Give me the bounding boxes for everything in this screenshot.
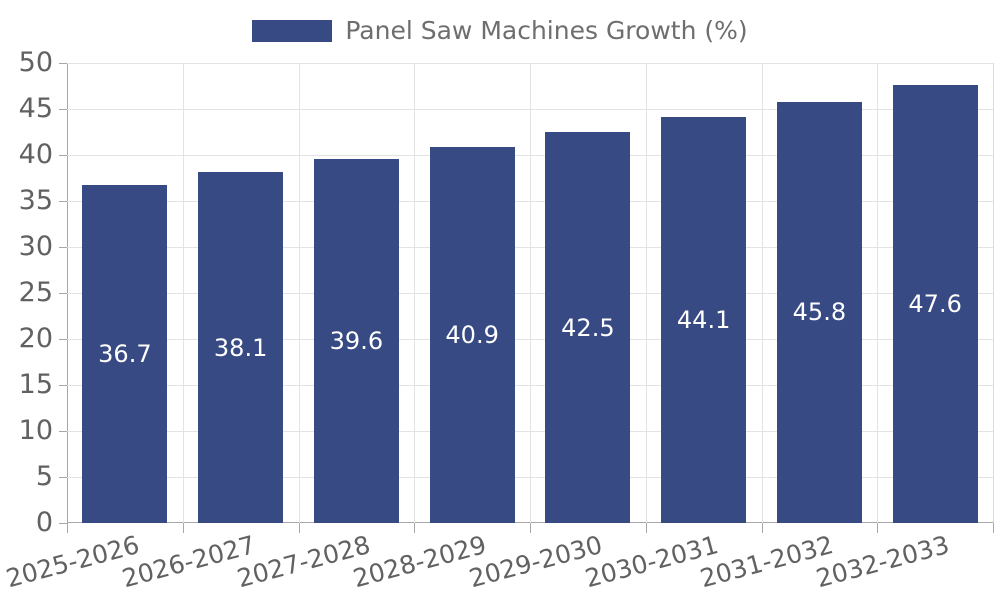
- x-tick-mark: [877, 523, 878, 533]
- plot-right-border: [993, 63, 994, 523]
- bar-value-label: 45.8: [792, 298, 847, 327]
- y-tick-label: 10: [18, 415, 53, 446]
- bar-value-label: 40.9: [445, 320, 499, 349]
- bar[interactable]: 39.6: [313, 158, 399, 523]
- y-tick-mark: [59, 385, 67, 386]
- x-tick-mark: [67, 523, 68, 533]
- x-tick-mark: [299, 523, 300, 533]
- bar[interactable]: 42.5: [545, 132, 631, 523]
- y-tick-label: 50: [18, 47, 53, 78]
- y-tick-label: 5: [35, 461, 53, 492]
- y-tick-mark: [59, 63, 67, 64]
- y-tick-label: 0: [35, 507, 53, 538]
- x-tick-mark: [530, 523, 531, 533]
- y-tick-mark: [59, 155, 67, 156]
- x-tick-mark: [993, 523, 994, 533]
- bar-value-label: 36.7: [98, 340, 152, 369]
- legend[interactable]: Panel Saw Machines Growth (%): [0, 16, 1000, 46]
- y-tick-label: 25: [18, 277, 53, 308]
- y-tick-label: 30: [18, 231, 53, 262]
- v-gridline: [646, 63, 647, 523]
- y-tick-mark: [59, 247, 67, 248]
- legend-label: Panel Saw Machines Growth (%): [345, 16, 748, 45]
- bar-value-label: 42.5: [561, 313, 615, 342]
- y-tick-mark: [59, 293, 67, 294]
- legend-swatch-icon: [252, 20, 333, 42]
- v-gridline: [183, 63, 184, 523]
- bar-value-label: 39.6: [329, 326, 384, 355]
- y-tick-label: 40: [18, 139, 53, 170]
- y-tick-mark: [59, 523, 67, 524]
- bar[interactable]: 40.9: [429, 146, 515, 523]
- bar[interactable]: 36.7: [82, 185, 168, 523]
- bar-value-label: 38.1: [213, 333, 268, 362]
- bar-value-label: 44.1: [676, 306, 731, 335]
- y-tick-label: 35: [18, 185, 53, 216]
- plot-area: 36.7 38.1 39.6 40.9 42.5 44.1 45.8 47.6: [67, 63, 994, 523]
- bar-value-label: 47.6: [908, 290, 962, 319]
- bar[interactable]: 45.8: [776, 101, 862, 523]
- v-gridline: [530, 63, 531, 523]
- v-gridline: [299, 63, 300, 523]
- y-tick-mark: [59, 431, 67, 432]
- v-gridline: [762, 63, 763, 523]
- x-tick-mark: [183, 523, 184, 533]
- y-tick-mark: [59, 109, 67, 110]
- y-tick-label: 20: [18, 323, 53, 354]
- y-tick-mark: [59, 339, 67, 340]
- y-tick-mark: [59, 201, 67, 202]
- y-tick-label: 45: [18, 93, 53, 124]
- x-tick-mark: [762, 523, 763, 533]
- y-tick-label: 15: [18, 369, 53, 400]
- bar[interactable]: 44.1: [661, 117, 747, 523]
- x-tick-mark: [414, 523, 415, 533]
- v-gridline: [414, 63, 415, 523]
- bar[interactable]: 47.6: [892, 85, 978, 523]
- v-gridline: [877, 63, 878, 523]
- bar[interactable]: 38.1: [198, 172, 284, 523]
- y-tick-mark: [59, 477, 67, 478]
- x-tick-mark: [646, 523, 647, 533]
